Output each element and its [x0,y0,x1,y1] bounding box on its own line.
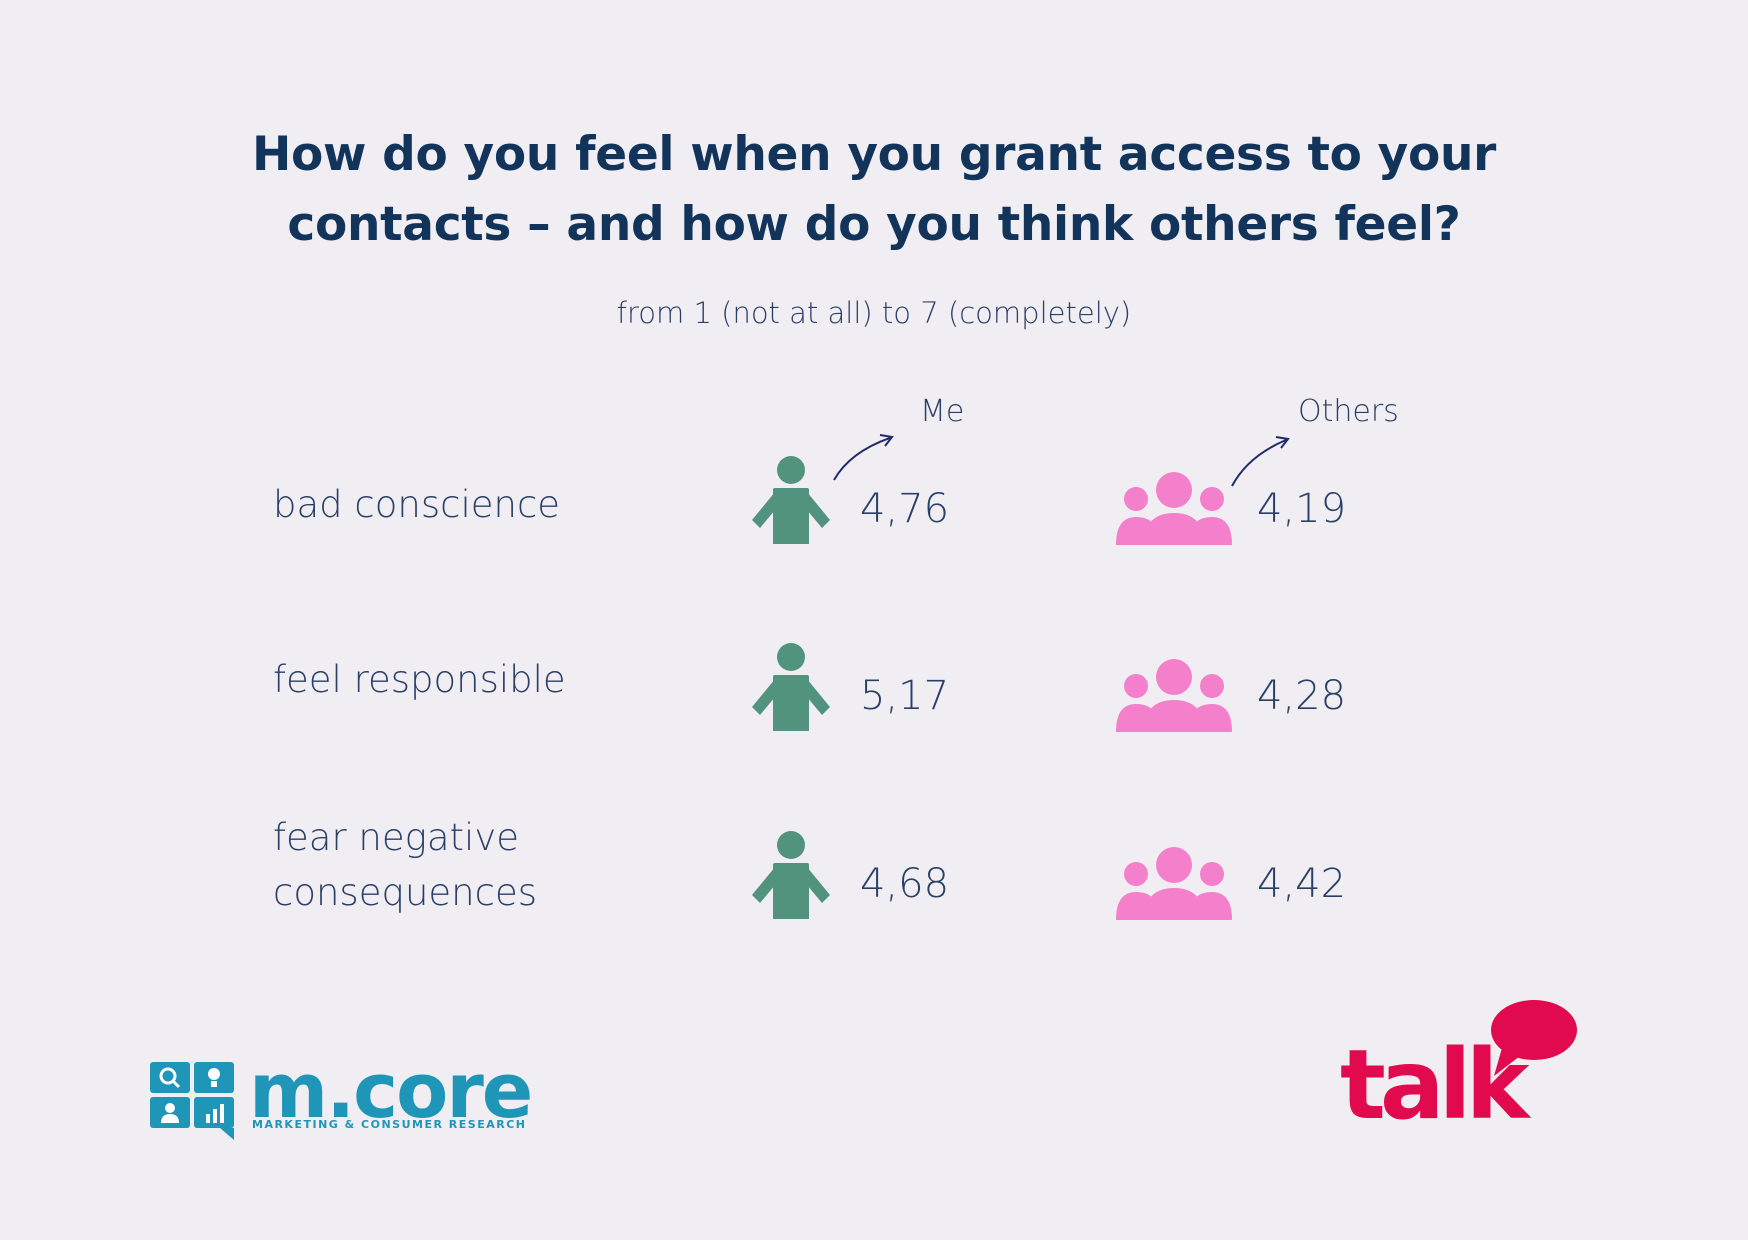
arrow-me-icon [833,434,894,481]
group-others-icon [1116,659,1232,732]
row-label-feel-responsible: feel responsible [273,658,566,701]
mcore-logo-mark-icon [150,1062,234,1140]
others-value-fear-negative-consequences: 4,42 [1257,861,1347,907]
row-label-fear-negative-consequences: fear negative consequences [273,816,538,914]
title-line-2: contacts – and how do you think others f… [287,197,1461,252]
column-label-me: Me [920,394,965,429]
row-label-bad-conscience: bad conscience [273,483,561,526]
me-value-feel-responsible: 5,17 [860,673,950,719]
talk-logo-wordmark: talk [1340,1029,1529,1141]
arrow-others-icon [1231,436,1290,487]
others-value-bad-conscience: 4,19 [1257,486,1347,532]
title-line-1: How do you feel when you grant access to… [251,127,1497,182]
person-me-icon [752,456,830,544]
me-value-bad-conscience: 4,76 [860,486,950,532]
page-title: How do you feel when you grant access to… [0,120,1748,260]
group-others-icon [1116,847,1232,920]
mcore-logo-wordmark: m.core [249,1046,533,1135]
scale-subtitle: from 1 (not at all) to 7 (completely) [616,296,1132,330]
person-me-icon [752,643,830,731]
me-value-fear-negative-consequences: 4,68 [860,861,950,907]
mcore-logo-tagline: MARKETING & CONSUMER RESEARCH [252,1118,527,1131]
others-value-feel-responsible: 4,28 [1257,673,1347,719]
column-label-others: Others [1298,394,1399,429]
person-me-icon [752,831,830,919]
group-others-icon [1116,472,1232,545]
speech-bubble-icon [1491,1000,1577,1076]
